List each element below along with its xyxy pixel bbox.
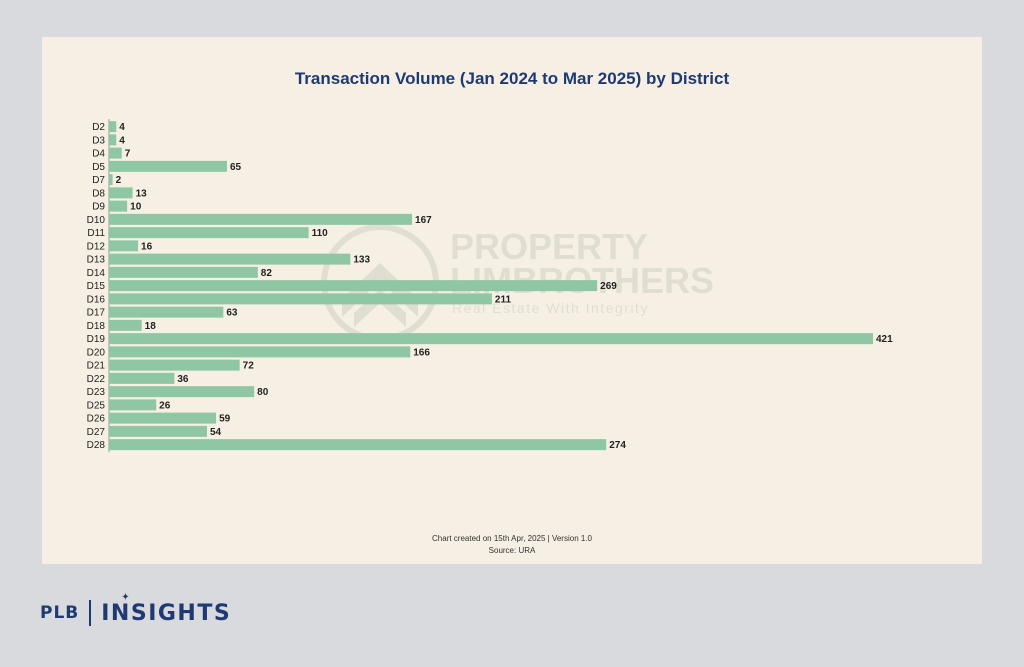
category-label-d26: D26 (87, 414, 106, 425)
value-label-d12: 16 (141, 241, 153, 252)
category-label-d10: D10 (87, 215, 106, 226)
chart-source-note: Source: URA (488, 546, 536, 555)
category-label-d4: D4 (92, 149, 105, 160)
category-label-d8: D8 (92, 188, 105, 199)
category-label-d15: D15 (87, 281, 106, 292)
category-label-d9: D9 (92, 202, 105, 213)
category-label-d16: D16 (87, 294, 106, 305)
value-label-d19: 421 (876, 334, 893, 345)
category-label-d13: D13 (87, 255, 106, 266)
bar-d27 (109, 425, 207, 437)
chart-card: Transaction Volume (Jan 2024 to Mar 2025… (42, 37, 982, 564)
bar-d17 (109, 306, 224, 318)
value-label-d26: 59 (219, 414, 231, 425)
lightbulb-icon: ✦ (121, 591, 132, 603)
category-label-d3: D3 (92, 135, 105, 146)
value-label-d9: 10 (130, 202, 142, 213)
value-label-d14: 82 (261, 268, 273, 279)
chart-created-note: Chart created on 15th Apr, 2025 | Versio… (432, 534, 592, 543)
category-label-d19: D19 (87, 334, 106, 345)
chart-title: Transaction Volume (Jan 2024 to Mar 2025… (294, 69, 730, 88)
category-label-d14: D14 (87, 268, 106, 279)
category-label-d23: D23 (87, 387, 106, 398)
bar-chart: PROPERTY LIMBROTHERS Real Estate With In… (87, 119, 893, 453)
bar-d22 (109, 372, 175, 384)
bar-d8 (109, 187, 133, 199)
bar-d12 (109, 240, 139, 252)
bar-d3 (109, 134, 117, 146)
insights-text: INSIGHTS (101, 600, 232, 626)
value-label-d17: 63 (226, 308, 238, 319)
plb-insights-logo: PLB INSIGHTS ✦ (40, 592, 232, 628)
bar-d11 (109, 227, 309, 239)
bar-d20 (109, 346, 411, 358)
bar-d19 (109, 333, 873, 345)
category-label-d20: D20 (87, 347, 106, 358)
bar-d14 (109, 266, 258, 278)
bar-d10 (109, 213, 413, 225)
value-label-d23: 80 (257, 387, 269, 398)
value-label-d13: 133 (353, 255, 370, 266)
bar-d25 (109, 399, 157, 411)
value-label-d25: 26 (159, 400, 171, 411)
category-label-d28: D28 (87, 440, 106, 451)
value-label-d21: 72 (243, 361, 255, 372)
bar-d9 (109, 200, 128, 212)
watermark-line1: PROPERTY (450, 226, 648, 267)
value-label-d7: 2 (116, 175, 122, 186)
value-label-d5: 65 (230, 162, 242, 173)
category-label-d25: D25 (87, 400, 106, 411)
bar-d28 (109, 439, 607, 451)
bar-d4 (109, 147, 122, 159)
category-label-d17: D17 (87, 308, 106, 319)
bar-d13 (109, 253, 351, 265)
insights-wordmark: INSIGHTS ✦ (101, 592, 232, 626)
plb-wordmark: PLB (40, 603, 80, 623)
value-label-d11: 110 (312, 228, 329, 239)
watermark-tagline: Real Estate With Integrity (452, 300, 649, 316)
category-label-d12: D12 (87, 241, 106, 252)
value-label-d27: 54 (210, 427, 222, 438)
value-label-d22: 36 (177, 374, 189, 385)
brand-divider (89, 600, 92, 626)
bar-d21 (109, 359, 240, 371)
bar-d26 (109, 412, 217, 424)
value-label-d10: 167 (415, 215, 432, 226)
category-label-d27: D27 (87, 427, 106, 438)
category-label-d22: D22 (87, 374, 106, 385)
value-label-d8: 13 (136, 188, 148, 199)
value-label-d16: 211 (495, 294, 512, 305)
value-label-d3: 4 (119, 135, 125, 146)
bar-d2 (109, 121, 117, 133)
category-label-d18: D18 (87, 321, 106, 332)
bar-d15 (109, 280, 598, 292)
value-label-d15: 269 (600, 281, 617, 292)
value-label-d18: 18 (145, 321, 157, 332)
value-label-d2: 4 (119, 122, 125, 133)
bars-group: D2 4 D3 4 D4 7 D5 65 D7 2 D8 13 D9 10 D10 167 D11 110 D12 1… (87, 119, 893, 453)
value-label-d4: 7 (125, 149, 131, 160)
value-label-d20: 166 (413, 347, 430, 358)
category-label-d21: D21 (87, 361, 106, 372)
bar-d7 (109, 174, 113, 186)
bar-d5 (109, 160, 227, 172)
bar-d16 (109, 293, 492, 305)
category-label-d5: D5 (92, 162, 105, 173)
value-label-d28: 274 (609, 440, 626, 451)
category-label-d7: D7 (92, 175, 105, 186)
category-label-d2: D2 (92, 122, 105, 133)
category-label-d11: D11 (87, 228, 105, 239)
bar-d23 (109, 386, 255, 398)
bar-d18 (109, 319, 142, 331)
